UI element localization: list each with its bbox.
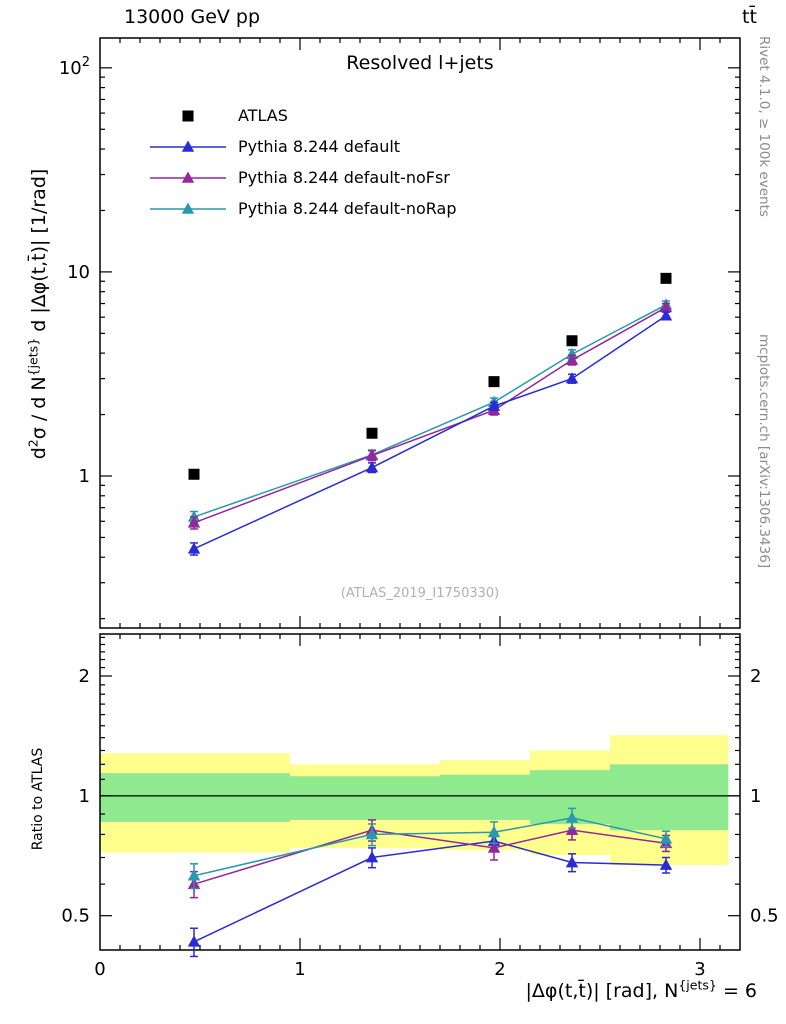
data-marker <box>188 468 200 480</box>
legend-line-marker-icon <box>150 202 226 214</box>
rivet-version-label: Rivet 4.1.0, ≥ 100k events <box>756 36 772 217</box>
tick-label: 0 <box>94 959 105 980</box>
series-line <box>193 315 667 550</box>
data-marker <box>565 372 579 384</box>
series-pythia-8.244-default <box>187 309 673 556</box>
legend-label: Pythia 8.244 default-noRap <box>238 199 457 218</box>
data-marker <box>566 335 578 347</box>
legend: ATLAS Pythia 8.244 default Pythia 8.244 de… <box>146 100 456 224</box>
legend-line-marker-icon <box>150 171 226 183</box>
data-marker <box>487 825 501 838</box>
data-marker <box>565 353 579 365</box>
tick-label: 3 <box>694 959 705 980</box>
green-band-bin <box>440 774 530 820</box>
legend-line-marker-icon <box>150 140 226 152</box>
data-marker <box>366 427 378 439</box>
green-band-bin <box>290 776 440 820</box>
tick-label: 10 <box>67 262 90 283</box>
legend-square-marker-icon <box>182 110 194 121</box>
series-pythia-8.244-default-nofsr <box>187 300 673 530</box>
series-atlas <box>188 272 672 480</box>
x-axis-title: |Δφ(t,t̄)| [rad], N{jets} = 6 <box>525 977 757 1002</box>
legend-label: Pythia 8.244 default-noFsr <box>238 168 450 187</box>
ratio-axis-title: Ratio to ATLAS <box>30 747 46 851</box>
uncertainty-bands <box>100 735 740 866</box>
legend-item: Pythia 8.244 default-noRap <box>146 193 456 224</box>
data-marker <box>565 347 579 360</box>
tick-label: 0.5 <box>750 906 779 927</box>
data-marker <box>365 827 379 840</box>
data-marker <box>659 832 673 844</box>
tick-label: 1 <box>79 466 90 487</box>
data-marker <box>365 851 379 863</box>
green-band-bin <box>530 770 610 824</box>
analysis-id-watermark: (ATLAS_2019_I1750330) <box>340 586 500 601</box>
green-band-bin <box>610 764 729 831</box>
data-marker <box>565 811 579 823</box>
data-marker <box>659 309 673 321</box>
series-pythia-8.244-default-norap <box>187 807 673 890</box>
data-marker <box>659 858 673 870</box>
tick-label: 1 <box>79 786 90 807</box>
green-band-bin <box>100 773 290 822</box>
data-marker <box>187 935 201 947</box>
data-marker <box>660 272 672 284</box>
tick-label: 2 <box>750 666 761 687</box>
legend-item: ATLAS <box>146 100 456 131</box>
tick-label: 2 <box>494 959 505 980</box>
y-axis-title: d2σ / d N{jets} d |Δφ(t,t̄)| [1/rad] <box>25 168 50 460</box>
data-marker <box>487 841 501 853</box>
tick-label: 1 <box>750 786 761 807</box>
process-label: tt̄ <box>742 6 757 28</box>
data-marker <box>187 516 201 528</box>
data-marker <box>365 461 379 473</box>
mcplots-credit-label: mcplots.cern.ch [arXiv:1306.3436] <box>756 334 772 569</box>
series-line <box>193 840 667 943</box>
series-line <box>193 306 667 524</box>
data-marker <box>659 300 673 313</box>
data-marker <box>187 510 201 522</box>
legend-item: Pythia 8.244 default-noFsr <box>146 162 456 193</box>
legend-item: Pythia 8.244 default <box>146 131 456 162</box>
data-marker <box>365 449 379 461</box>
series-pythia-8.244-default-norap <box>187 298 673 524</box>
tick-label: 1 <box>294 959 305 980</box>
beam-energy-label: 13000 GeV pp <box>124 6 261 28</box>
tick-label: 2 <box>79 666 90 687</box>
plot-title: Resolved l+jets <box>346 52 494 74</box>
legend-label: ATLAS <box>238 106 288 125</box>
tick-labels: 1 10 102 0.5 0.5 1 1 2 2 0 1 2 3 <box>59 55 779 980</box>
legend-label: Pythia 8.244 default <box>238 137 401 156</box>
ticks <box>100 38 740 950</box>
data-marker <box>187 542 201 554</box>
data-marker <box>488 376 500 388</box>
tick-label: 102 <box>59 55 90 79</box>
series-line <box>193 304 667 518</box>
data-marker <box>187 869 201 881</box>
tick-label: 0.5 <box>61 906 90 927</box>
data-marker <box>565 823 579 835</box>
data-marker <box>487 399 501 411</box>
data-marker <box>565 856 579 868</box>
